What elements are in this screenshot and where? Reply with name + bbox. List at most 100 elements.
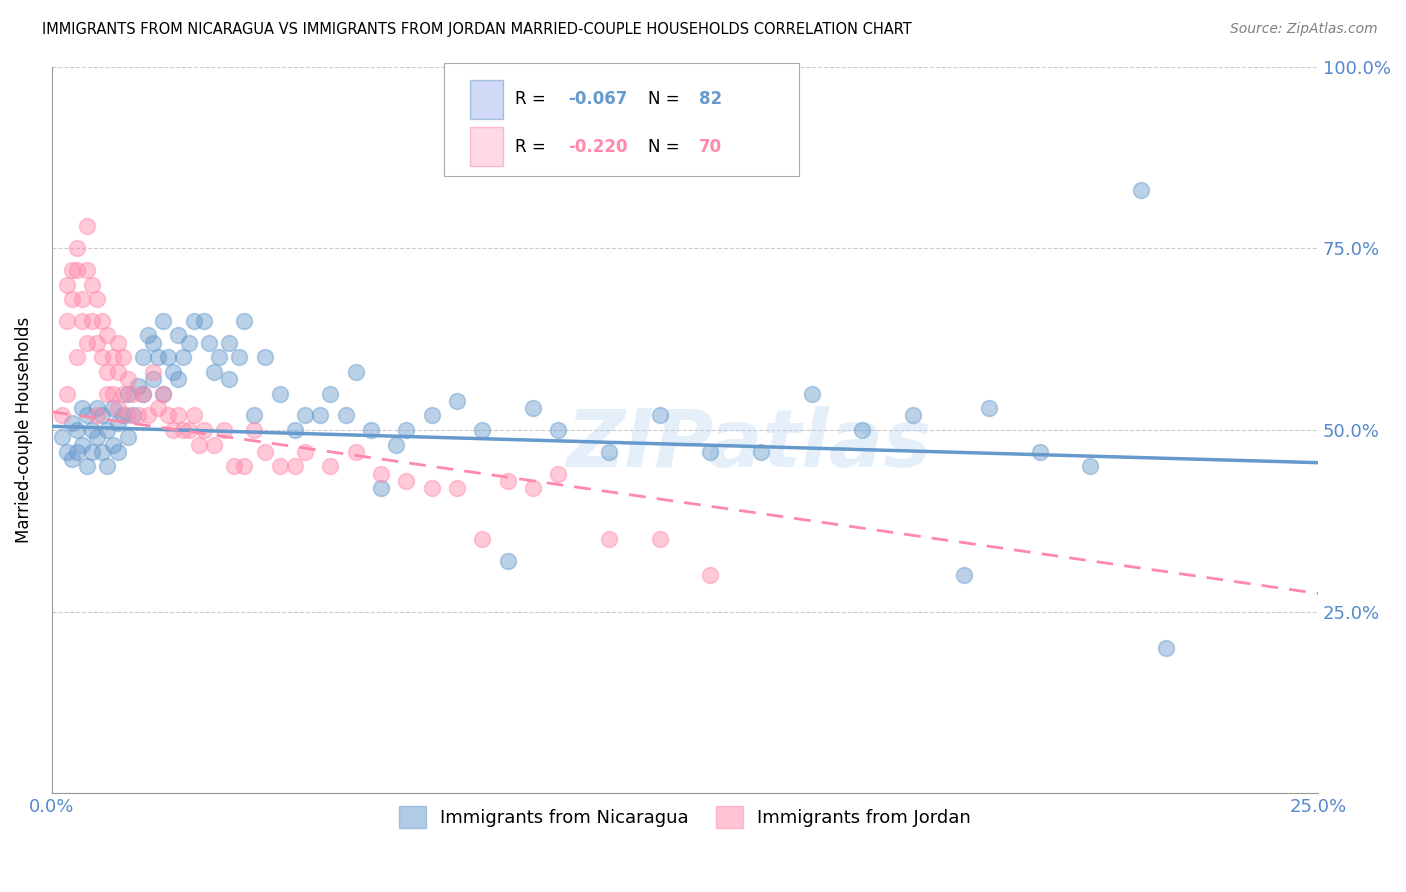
Point: [224, 459, 246, 474]
Point: [496, 554, 519, 568]
Point: [193, 314, 215, 328]
Point: [107, 401, 129, 416]
Point: [117, 386, 139, 401]
Point: [152, 386, 174, 401]
Point: [294, 409, 316, 423]
Point: [233, 314, 256, 328]
Point: [1078, 459, 1101, 474]
Point: [648, 409, 671, 423]
Point: [91, 314, 114, 328]
Point: [208, 351, 231, 365]
Point: [107, 335, 129, 350]
Point: [598, 444, 620, 458]
Point: [96, 423, 118, 437]
Point: [117, 409, 139, 423]
Point: [82, 314, 104, 328]
Text: R =: R =: [515, 90, 551, 108]
Point: [395, 474, 418, 488]
Point: [167, 328, 190, 343]
Point: [117, 372, 139, 386]
Point: [522, 401, 544, 416]
Point: [370, 481, 392, 495]
Point: [76, 263, 98, 277]
Point: [127, 379, 149, 393]
Point: [132, 386, 155, 401]
Point: [294, 444, 316, 458]
Point: [496, 474, 519, 488]
Point: [598, 532, 620, 546]
Point: [56, 386, 79, 401]
Text: N =: N =: [648, 90, 685, 108]
Point: [202, 437, 225, 451]
Point: [76, 409, 98, 423]
Point: [86, 409, 108, 423]
Point: [86, 401, 108, 416]
Point: [749, 444, 772, 458]
Point: [1028, 444, 1050, 458]
Point: [699, 568, 721, 582]
Point: [471, 423, 494, 437]
Point: [76, 459, 98, 474]
Point: [202, 365, 225, 379]
Point: [269, 459, 291, 474]
Point: [70, 437, 93, 451]
Point: [70, 292, 93, 306]
Point: [56, 277, 79, 292]
Point: [167, 409, 190, 423]
Point: [243, 409, 266, 423]
Point: [648, 532, 671, 546]
Point: [66, 423, 89, 437]
Point: [344, 444, 367, 458]
Point: [91, 444, 114, 458]
Point: [91, 409, 114, 423]
Point: [177, 423, 200, 437]
Point: [172, 351, 194, 365]
Point: [699, 444, 721, 458]
Point: [70, 314, 93, 328]
Point: [446, 393, 468, 408]
Point: [132, 386, 155, 401]
Point: [420, 481, 443, 495]
Legend: Immigrants from Nicaragua, Immigrants from Jordan: Immigrants from Nicaragua, Immigrants fr…: [391, 798, 979, 835]
Point: [319, 459, 342, 474]
Point: [197, 335, 219, 350]
Point: [233, 459, 256, 474]
Point: [66, 263, 89, 277]
Point: [76, 219, 98, 234]
Point: [395, 423, 418, 437]
Point: [172, 423, 194, 437]
Point: [1154, 640, 1177, 655]
Point: [522, 481, 544, 495]
Point: [132, 351, 155, 365]
Point: [309, 409, 332, 423]
Point: [86, 430, 108, 444]
Point: [60, 452, 83, 467]
Text: R =: R =: [515, 137, 551, 155]
Point: [82, 444, 104, 458]
Point: [127, 409, 149, 423]
Point: [228, 351, 250, 365]
Point: [82, 277, 104, 292]
Point: [111, 386, 134, 401]
Point: [91, 351, 114, 365]
Point: [146, 401, 169, 416]
Point: [101, 401, 124, 416]
Point: [60, 263, 83, 277]
Text: IMMIGRANTS FROM NICARAGUA VS IMMIGRANTS FROM JORDAN MARRIED-COUPLE HOUSEHOLDS CO: IMMIGRANTS FROM NICARAGUA VS IMMIGRANTS …: [42, 22, 912, 37]
Point: [167, 372, 190, 386]
Point: [157, 351, 180, 365]
Point: [66, 241, 89, 255]
Point: [183, 409, 205, 423]
Point: [86, 292, 108, 306]
Point: [218, 335, 240, 350]
Point: [60, 292, 83, 306]
FancyBboxPatch shape: [444, 63, 799, 176]
Point: [253, 444, 276, 458]
Point: [76, 335, 98, 350]
Point: [253, 351, 276, 365]
Point: [66, 444, 89, 458]
Point: [51, 430, 73, 444]
Point: [420, 409, 443, 423]
Point: [901, 409, 924, 423]
Point: [111, 409, 134, 423]
